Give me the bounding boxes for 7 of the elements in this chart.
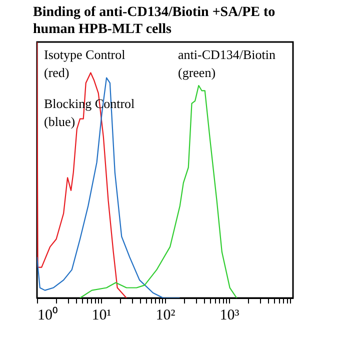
- annotation: anti-CD134/Biotin (green): [178, 47, 276, 80]
- annotation: Isotype Control (red): [44, 47, 126, 80]
- x-tick-label: 10²: [156, 308, 176, 324]
- x-tick-label: 10¹: [92, 308, 112, 324]
- x-tick-label: 10⁰: [38, 306, 58, 324]
- x-tick-label: 10³: [220, 308, 240, 324]
- chart-title: Binding of anti-CD134/Biotin +SA/PE to human HPB-MLT cells: [33, 5, 276, 37]
